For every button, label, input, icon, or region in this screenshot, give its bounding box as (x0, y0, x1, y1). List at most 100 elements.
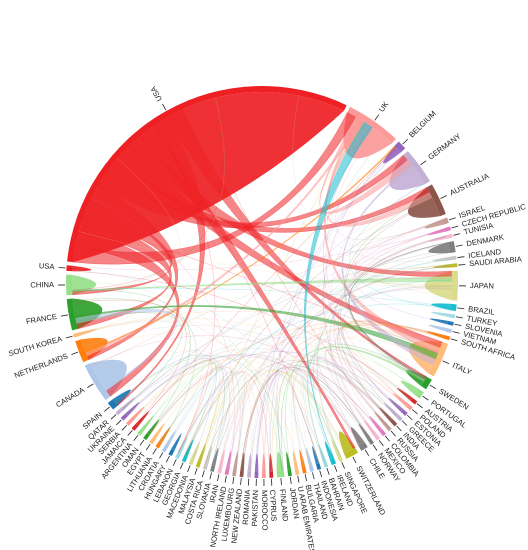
link-thread (73, 299, 187, 425)
petal-finland-39 (276, 451, 284, 472)
arc-tunisia-7 (446, 233, 453, 239)
arc-hungary-54 (168, 448, 175, 456)
label-china-69: CHINA (30, 280, 55, 289)
arc-denmark-8 (447, 241, 456, 254)
link-thread (142, 263, 452, 430)
tick-south-korea-67 (65, 335, 73, 339)
arc-new-zealand-44 (239, 470, 244, 478)
link-thread (324, 150, 400, 435)
link-thread (72, 270, 413, 399)
tick-brazil-12 (457, 307, 465, 310)
link-thread (75, 312, 265, 472)
arc-chile-29 (358, 441, 368, 451)
petal-czech-republic-6 (427, 228, 446, 236)
tick-hungary-54 (165, 455, 170, 463)
petal-qatar-63 (120, 397, 135, 412)
petal-mexico-27 (364, 419, 377, 436)
arc-sweden-18 (421, 376, 432, 390)
label-canada-65: CANADA (54, 385, 87, 410)
petal-costa-rica-49 (204, 446, 212, 465)
link-thread (240, 265, 452, 471)
arc-france-68 (66, 298, 78, 331)
link-thread (307, 344, 427, 462)
arc-lebanon-53 (175, 452, 181, 460)
arc-iceland-9 (450, 255, 457, 261)
tick-poland-21 (411, 409, 418, 415)
link-thread (308, 323, 445, 462)
arc-turkey-13 (448, 313, 456, 319)
link-thread (300, 236, 447, 466)
tick-vietnam-15 (452, 331, 460, 334)
arc-austria-20 (410, 397, 418, 405)
link-thread (330, 164, 412, 423)
arc-israel-5 (441, 217, 449, 225)
link-thread (291, 336, 436, 469)
tick-qatar-63 (110, 414, 117, 420)
arc-qatar-63 (115, 408, 123, 416)
petal-pakistan-42 (254, 453, 259, 472)
arc-layer (66, 86, 458, 478)
arc-macedonia-51 (188, 458, 195, 466)
link-thread (214, 286, 452, 467)
petal-switzerland-30 (338, 431, 356, 454)
tick-lebanon-53 (172, 459, 177, 466)
label-japan-11: JAPAN (470, 281, 494, 290)
petal-iran-47 (218, 449, 225, 468)
link-thread (271, 324, 444, 472)
link-thread (160, 366, 224, 462)
petal-lebanon-53 (177, 436, 188, 454)
arc-slovenia-14 (447, 320, 454, 326)
tick-iceland-9 (457, 256, 465, 258)
link-thread (313, 237, 447, 459)
link-thread (345, 201, 435, 382)
tick-portugal-19 (422, 395, 429, 401)
petal-australia-4 (407, 187, 441, 218)
arc-pakistan-42 (254, 471, 259, 478)
tick-north-ireland-46 (224, 475, 227, 483)
petal-vietnam-15 (428, 324, 447, 332)
link-thread (131, 356, 360, 446)
petal-austria-20 (397, 387, 413, 401)
link-thread (136, 147, 397, 426)
label-jordan-38: JORDAN (288, 487, 301, 519)
link-thread (318, 109, 452, 296)
petal-estonia-22 (388, 397, 404, 412)
link-thread (78, 310, 440, 351)
link-thread (227, 220, 442, 469)
label-usa-0: USA (148, 84, 164, 103)
arc-mexico-27 (373, 433, 381, 441)
petal-new-zealand-44 (240, 452, 245, 472)
petal-malaysia-50 (197, 444, 206, 463)
petal-chile-29 (350, 427, 365, 446)
link-thread (121, 249, 450, 410)
tick-slovenia-14 (454, 323, 462, 327)
tick-mexico-27 (378, 440, 384, 447)
petal-north-ireland-46 (225, 450, 232, 470)
link-thread (178, 371, 243, 471)
tick-canada-65 (87, 383, 94, 388)
tick-macedonia-51 (187, 465, 191, 473)
link-thread (115, 355, 290, 471)
petal-iceland-9 (432, 256, 451, 262)
arc-cyprus-40 (269, 471, 274, 478)
link-thread (126, 355, 361, 445)
arc-vietnam-15 (445, 327, 453, 334)
link-thread (240, 325, 444, 471)
label-brazil-12: BRAZIL (468, 304, 496, 316)
link-thread (72, 298, 197, 444)
tick-u-arab-emirates-37 (297, 475, 300, 483)
arc-south-korea-67 (73, 332, 80, 338)
arc-jordan-38 (287, 469, 292, 477)
arc-colombia-26 (379, 429, 387, 437)
label-australia-4: AUSTRALIA (448, 171, 491, 197)
arc-ukraine-62 (120, 413, 128, 421)
ribbon-france-italy (74, 305, 439, 360)
petal-denmark-8 (428, 242, 450, 254)
arc-luxembourg-45 (232, 469, 237, 477)
arc-india-24 (390, 419, 398, 427)
arc-argentina-59 (137, 428, 144, 436)
label-usa-70: USA (39, 261, 56, 271)
tick-ukraine-62 (116, 419, 122, 426)
link-thread (316, 229, 445, 456)
